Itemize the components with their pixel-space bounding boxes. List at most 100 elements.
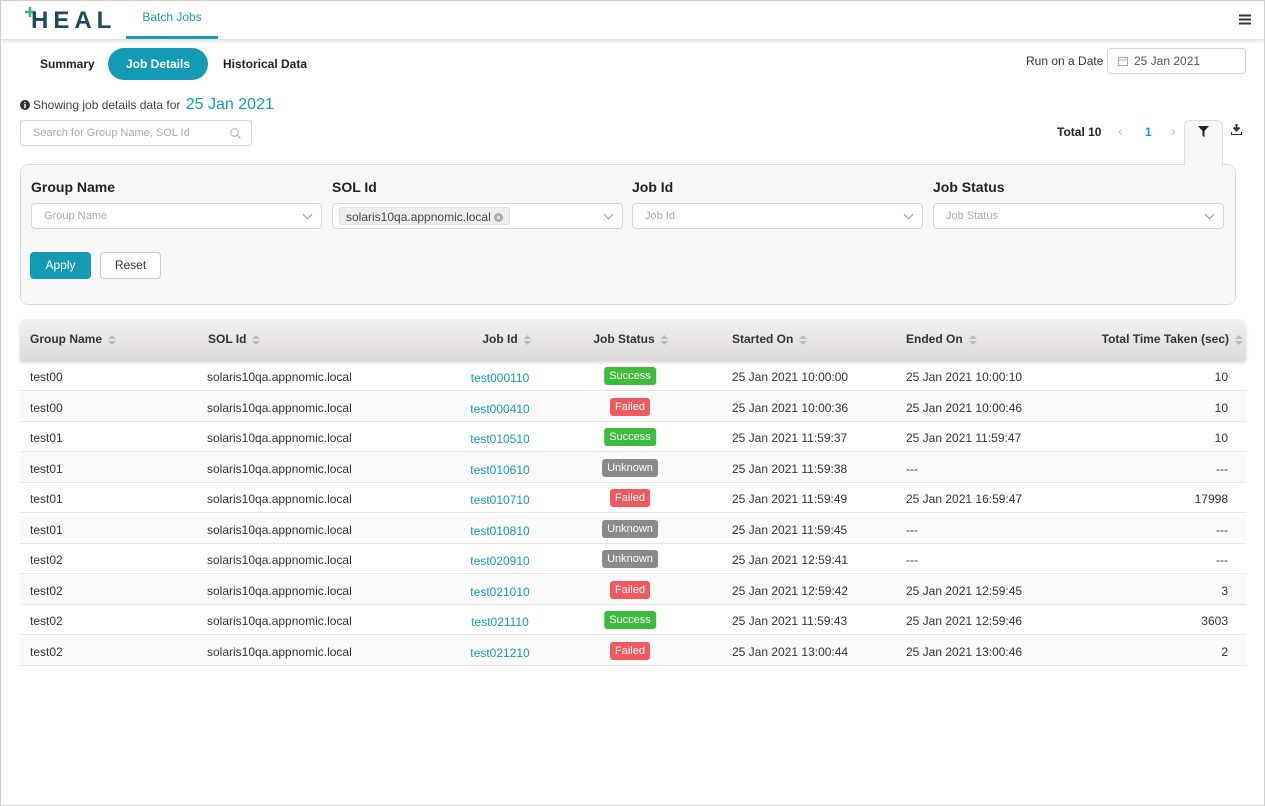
cell: 25 Jan 2021 11:59:49	[732, 492, 848, 506]
column-header[interactable]: Total Time Taken (sec)	[1102, 332, 1243, 346]
filter-label: Group Name	[31, 179, 116, 195]
column-header[interactable]: Ended On	[906, 332, 977, 346]
filter-toggle[interactable]	[1184, 120, 1223, 166]
column-header[interactable]: Job Id	[482, 332, 532, 346]
filter-icon	[1198, 126, 1209, 137]
cell: test02	[30, 553, 63, 567]
sort-icon[interactable]	[523, 334, 532, 345]
apply-button[interactable]: Apply	[30, 252, 91, 279]
info-line: Showing job details data for 25 Jan 2021	[20, 96, 274, 114]
top-bar: HEAL Batch Jobs	[1, 1, 1264, 39]
status-badge: Success	[604, 611, 656, 629]
job-link[interactable]: test010610	[470, 462, 530, 477]
column-title: Job Status	[593, 332, 655, 346]
filter-panel	[20, 164, 1236, 305]
job-link[interactable]: test010710	[470, 493, 530, 507]
status-select[interactable]: Job Status	[933, 203, 1224, 229]
search-box[interactable]: Search for Group Name, SOL Id	[20, 120, 252, 146]
column-title: Group Name	[30, 332, 103, 346]
cell: ---	[1216, 461, 1228, 476]
status-badge: Failed	[610, 641, 650, 660]
column-title: Started On	[732, 332, 794, 346]
download-icon[interactable]	[1231, 124, 1242, 135]
job-link[interactable]: test021210	[470, 645, 530, 660]
sol-select[interactable]: solaris10qa.appnomic.local	[332, 203, 623, 229]
column-header[interactable]: Started On	[732, 332, 808, 346]
filter-label: Job Status	[933, 179, 1005, 195]
cell: 25 Jan 2021 10:00:00	[732, 370, 849, 384]
nav-tab[interactable]: Batch Jobs	[126, 1, 218, 39]
prev-page[interactable]: ‹	[1118, 123, 1123, 139]
cell: 10	[1214, 431, 1228, 445]
run-date-label: Run on a Date	[1026, 54, 1104, 68]
filter-label: Job Id	[632, 179, 674, 195]
job-link[interactable]: test000110	[470, 371, 530, 385]
column-header[interactable]: Job Status	[593, 332, 669, 346]
page-number[interactable]: 1	[1145, 125, 1152, 139]
job-link[interactable]: test021110	[471, 615, 529, 629]
sort-icon[interactable]	[660, 334, 669, 345]
chip-remove[interactable]	[494, 213, 504, 222]
job-link[interactable]: test020910	[470, 554, 530, 568]
calendar-icon	[1118, 57, 1128, 66]
sort-icon[interactable]	[1235, 334, 1243, 345]
status-badge: Failed	[610, 489, 650, 507]
cell: 25 Jan 2021 11:59:37	[732, 431, 848, 445]
column-header[interactable]: SOL Id	[208, 332, 261, 346]
cell: test02	[30, 583, 63, 598]
cell: 25 Jan 2021 10:00:36	[732, 400, 849, 415]
cell: test01	[30, 431, 63, 445]
cell: 25 Jan 2021 13:00:44	[732, 644, 849, 659]
table-row: test01 solaris10qa.appnomic.local test0108…	[20, 513, 1246, 544]
cell: 10	[1214, 370, 1228, 384]
job-link[interactable]: test000410	[470, 401, 530, 416]
status-badge: Unknown	[602, 519, 658, 538]
job-link[interactable]: test021010	[470, 584, 530, 599]
selected-chip[interactable]: solaris10qa.appnomic.local	[339, 207, 511, 225]
cell: solaris10qa.appnomic.local	[207, 461, 352, 476]
cell: test01	[30, 461, 63, 476]
column-header[interactable]: Group Name	[30, 332, 117, 346]
tab-active[interactable]: Job Details	[108, 48, 209, 80]
cell: test00	[30, 400, 63, 415]
cell: 3603	[1201, 614, 1228, 628]
cell: solaris10qa.appnomic.local	[207, 522, 352, 537]
sort-icon[interactable]	[252, 334, 261, 345]
cell: ---	[906, 522, 918, 537]
table-row: test00 solaris10qa.appnomic.local test0004…	[20, 391, 1246, 422]
cell: solaris10qa.appnomic.local	[207, 431, 352, 445]
table-header	[20, 319, 1246, 361]
sort-icon[interactable]	[108, 334, 117, 345]
job-link[interactable]: test010810	[470, 523, 530, 538]
column-title: Ended On	[906, 332, 963, 346]
info-text: Showing job details data for	[33, 98, 181, 112]
select-placeholder: Job Status	[946, 210, 998, 222]
info-date: 25 Jan 2021	[185, 96, 274, 113]
cell: 25 Jan 2021 11:59:47	[906, 431, 1022, 445]
menu-icon[interactable]	[1239, 14, 1251, 25]
cell: ---	[906, 553, 918, 567]
cell: solaris10qa.appnomic.local	[207, 492, 352, 506]
date-picker[interactable]: 25 Jan 2021	[1107, 48, 1246, 74]
table-row: test02 solaris10qa.appnomic.local test0212…	[20, 635, 1246, 666]
cell: 25 Jan 2021 11:59:45	[732, 522, 848, 537]
tab[interactable]: Historical Data	[223, 57, 308, 71]
logo[interactable]: HEAL	[31, 7, 117, 34]
cell: test02	[30, 614, 63, 628]
cell: solaris10qa.appnomic.local	[207, 614, 352, 628]
cell: 25 Jan 2021 12:59:41	[732, 553, 849, 567]
sort-icon[interactable]	[799, 334, 808, 345]
next-page[interactable]: ›	[1171, 123, 1176, 139]
job-select[interactable]: Job Id	[632, 203, 923, 229]
reset-button[interactable]: Reset	[100, 252, 161, 279]
cell: solaris10qa.appnomic.local	[207, 370, 352, 384]
job-link[interactable]: test010510	[470, 432, 530, 446]
status-badge: Failed	[610, 580, 650, 599]
group-select[interactable]: Group Name	[31, 203, 322, 229]
cell: solaris10qa.appnomic.local	[207, 400, 352, 415]
select-placeholder: Job Id	[645, 210, 675, 222]
column-title: SOL Id	[208, 332, 247, 346]
cell: ---	[1216, 522, 1228, 537]
tab[interactable]: Summary	[40, 57, 95, 71]
sort-icon[interactable]	[968, 334, 977, 345]
